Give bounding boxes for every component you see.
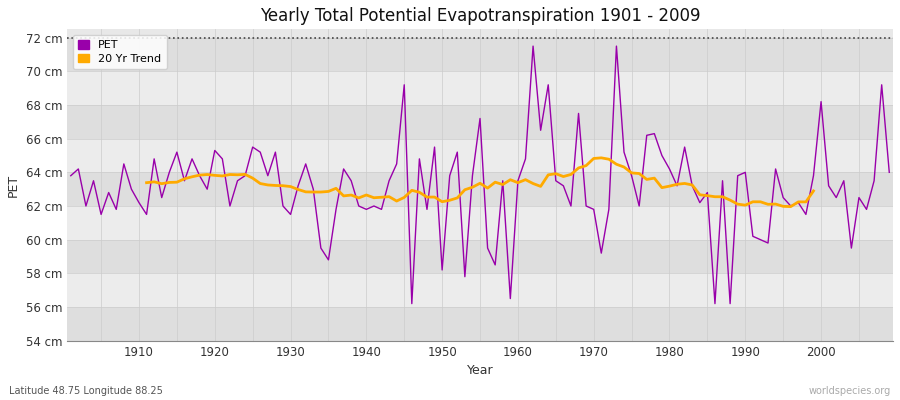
X-axis label: Year: Year — [467, 364, 493, 377]
Bar — [67, 71, 893, 105]
Text: Latitude 48.75 Longitude 88.25: Latitude 48.75 Longitude 88.25 — [9, 386, 163, 396]
Bar — [67, 206, 893, 240]
Bar — [67, 273, 893, 307]
Bar — [67, 240, 893, 273]
Title: Yearly Total Potential Evapotranspiration 1901 - 2009: Yearly Total Potential Evapotranspiratio… — [260, 7, 700, 25]
Bar — [67, 139, 893, 172]
Y-axis label: PET: PET — [7, 173, 20, 196]
Bar — [67, 172, 893, 206]
Bar — [67, 307, 893, 341]
Legend: PET, 20 Yr Trend: PET, 20 Yr Trend — [73, 35, 166, 70]
Text: worldspecies.org: worldspecies.org — [809, 386, 891, 396]
Bar — [67, 38, 893, 71]
Bar — [67, 105, 893, 139]
